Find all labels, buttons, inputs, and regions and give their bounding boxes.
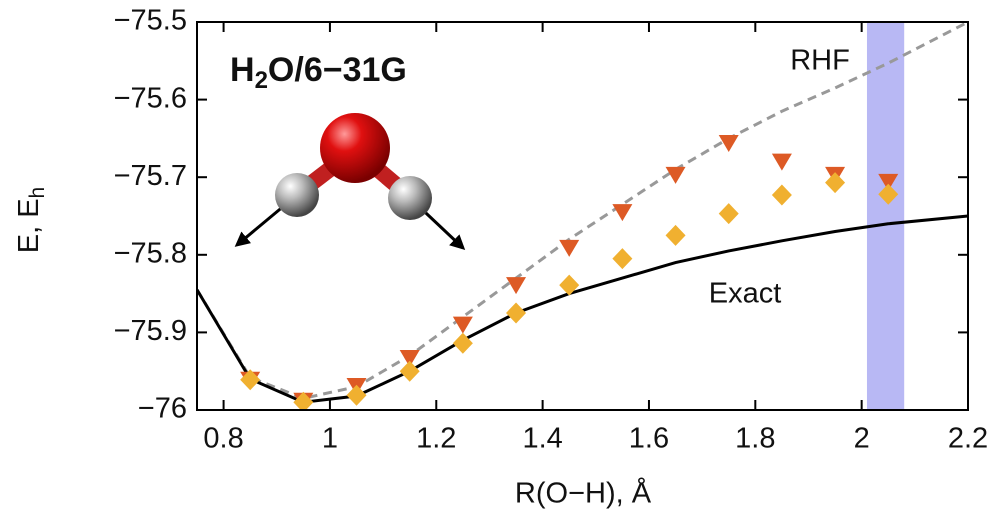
diamond-marker [772, 185, 792, 206]
y-tick-label: −75.7 [114, 160, 187, 192]
x-tick-label: 1 [322, 423, 338, 455]
series-label: RHF [790, 45, 850, 77]
x-tick-label: 2.2 [948, 423, 988, 455]
diamond-marker [719, 203, 739, 224]
diamond-marker [400, 361, 420, 382]
triangle-marker [506, 277, 526, 294]
series-label: Exact [709, 278, 782, 310]
title-part: O/6−31G [268, 51, 407, 89]
title-part: H [230, 51, 255, 89]
y-tick-label: −75.8 [114, 237, 187, 269]
triangle-marker [453, 317, 473, 334]
x-tick-label: 1.8 [735, 423, 775, 455]
y-tick-label: −75.9 [114, 315, 187, 347]
y-tick-label: −75.6 [114, 82, 187, 114]
triangle-marker [559, 240, 579, 257]
x-tick-label: 0.8 [203, 423, 243, 455]
x-tick-label: 1.2 [416, 423, 456, 455]
diamond-marker [612, 248, 632, 269]
triangle-marker [772, 154, 792, 171]
diamond-marker [347, 385, 367, 406]
x-tick-label: 1.6 [629, 423, 669, 455]
highlight-band [867, 22, 904, 410]
diamond-marker [825, 172, 845, 193]
page: {"chart_data": {"type": "line", "title":… [0, 0, 1005, 523]
y-axis-label: E, Eh [13, 187, 49, 254]
diamond-marker [666, 225, 686, 246]
series-line [197, 216, 968, 402]
triangle-marker [612, 204, 632, 221]
x-tick-label: 1.4 [522, 423, 562, 455]
molecule-illustration [237, 113, 463, 248]
chart-title: H2O/6−31G [230, 51, 407, 94]
y-label-subscript: h [26, 187, 49, 199]
x-tick-label: 2 [854, 423, 870, 455]
title-subscript: 2 [255, 67, 268, 94]
y-tick-label: −75.5 [114, 5, 187, 37]
x-axis-label: R(O−H), Å [515, 477, 652, 510]
chart: H2O/6−31G R(O−H), Å E, Eh 0.811.21.41.61… [0, 0, 1005, 518]
y-tick-label: −76 [138, 393, 187, 425]
diamond-marker [506, 303, 526, 324]
y-label-part: E, E [13, 198, 45, 253]
